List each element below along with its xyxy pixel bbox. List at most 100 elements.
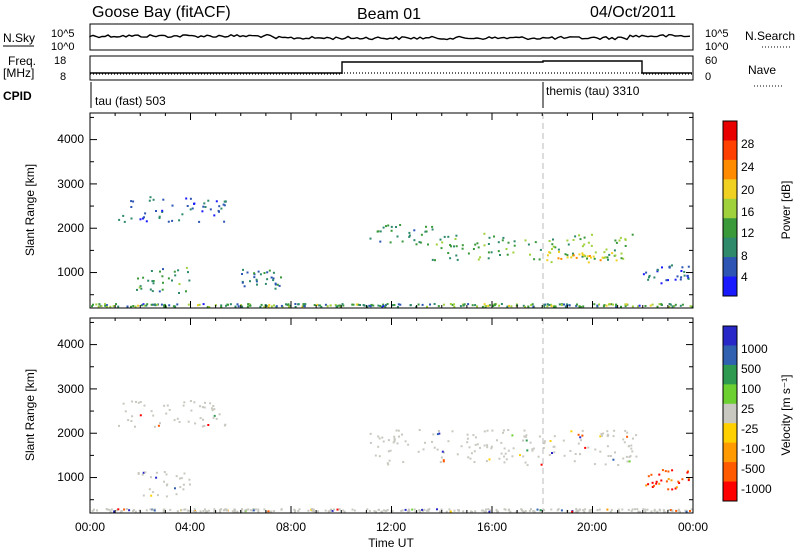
- scatter-cell: [352, 303, 355, 306]
- scatter-cell: [389, 241, 392, 244]
- scatter-cell: [177, 269, 180, 272]
- scatter-cell: [533, 510, 536, 513]
- scatter-cell: [667, 488, 670, 491]
- scatter-cell: [163, 404, 166, 407]
- xtick-2: 08:00: [276, 520, 306, 534]
- scatter-cell: [173, 270, 176, 273]
- scatter-cell: [504, 508, 507, 511]
- scatter-cell: [92, 303, 94, 306]
- scatter-cell: [422, 448, 425, 451]
- scatter-cell: [524, 510, 527, 512]
- scatter-cell: [231, 510, 234, 513]
- scatter-cell: [502, 429, 505, 432]
- scatter-cell: [139, 218, 142, 221]
- scatter-cell: [272, 271, 275, 274]
- nave-label: Nave: [748, 63, 776, 77]
- scatter-cell: [270, 276, 273, 279]
- scatter-cell: [569, 450, 572, 452]
- scatter-cell: [484, 510, 487, 513]
- colorbar-swatch: [723, 462, 737, 483]
- scatter-cell: [366, 305, 369, 308]
- scatter-cell: [476, 305, 478, 308]
- scatter-cell: [557, 257, 560, 260]
- scatter-cell: [687, 265, 690, 268]
- scatter-cell: [96, 509, 98, 512]
- power-panel: Slant Range [km] 1000 2000 3000 4000: [23, 112, 694, 309]
- scatter-cell: [207, 509, 210, 512]
- scatter-cell: [278, 284, 281, 287]
- scatter-cell: [377, 435, 380, 438]
- scatter-cell: [606, 256, 609, 259]
- scatter-cell: [574, 235, 577, 238]
- scatter-cell: [562, 439, 565, 442]
- scatter-cell: [469, 457, 472, 460]
- scatter-cell: [408, 234, 411, 237]
- scatter-cell: [396, 442, 399, 445]
- scatter-cell: [684, 509, 687, 512]
- scatter-cell: [474, 304, 477, 307]
- scatter-cell: [527, 305, 530, 308]
- scatter-cell: [660, 303, 663, 306]
- scatter-cell: [161, 209, 164, 212]
- scatter-cell: [297, 303, 300, 306]
- scatter-cell: [268, 269, 271, 272]
- scatter-cell: [578, 253, 581, 256]
- scatter-cell: [649, 304, 652, 307]
- scatter-cell: [441, 450, 444, 453]
- scatter-cell: [161, 211, 164, 213]
- scatter-cell: [479, 446, 481, 449]
- scatter-cell: [301, 305, 304, 308]
- scatter-cell: [687, 277, 690, 280]
- scatter-cell: [493, 304, 496, 307]
- scatter-cell: [679, 278, 682, 281]
- scatter-cell: [587, 446, 590, 449]
- scatter-cell: [213, 414, 216, 417]
- velocity-ytick-2000: 2000: [57, 426, 84, 440]
- scatter-cell: [466, 441, 469, 444]
- scatter-cell: [471, 304, 474, 307]
- scatter-cell: [407, 510, 410, 513]
- scatter-cell: [203, 424, 206, 427]
- scatter-cell: [384, 305, 387, 308]
- scatter-cell: [266, 271, 269, 274]
- scatter-cell: [624, 305, 627, 308]
- scatter-cell: [523, 510, 525, 513]
- scatter-cell: [474, 243, 477, 246]
- scatter-cell: [140, 287, 143, 290]
- scatter-cell: [387, 439, 390, 442]
- scatter-cell: [553, 306, 556, 308]
- scatter-cell: [437, 430, 440, 432]
- scatter-cell: [171, 219, 174, 222]
- scatter-cell: [110, 508, 113, 511]
- scatter-cell: [151, 303, 154, 306]
- scatter-cell: [581, 245, 584, 248]
- scatter-cell: [433, 446, 436, 449]
- scatter-cell: [203, 406, 206, 409]
- scatter-cell: [307, 509, 310, 512]
- scatter-cell: [152, 491, 155, 494]
- velocity-colorbar-frame: [722, 325, 738, 502]
- scatter-cell: [481, 509, 484, 512]
- scatter-cell: [193, 508, 196, 511]
- scatter-cell: [212, 416, 215, 419]
- scatter-cell: [409, 304, 412, 307]
- scatter-cell: [208, 306, 211, 308]
- scatter-cell: [661, 469, 664, 472]
- scatter-cell: [487, 304, 490, 307]
- scatter-cell: [130, 305, 132, 308]
- scatter-cell: [130, 206, 133, 208]
- scatter-cell: [368, 304, 371, 307]
- scatter-cell: [442, 451, 445, 454]
- scatter-cell: [667, 509, 670, 512]
- scatter-cell: [546, 254, 549, 257]
- scatter-cell: [606, 508, 609, 511]
- scatter-cell: [579, 306, 582, 308]
- scatter-cell: [397, 303, 400, 306]
- scatter-cell: [377, 445, 380, 448]
- scatter-cell: [632, 437, 634, 440]
- scatter-cell: [259, 273, 262, 276]
- scatter-cell: [453, 509, 456, 512]
- colorbar-swatch: [723, 423, 737, 444]
- scatter-cell: [531, 449, 534, 452]
- velocity-colorbar-swatches: [723, 326, 737, 502]
